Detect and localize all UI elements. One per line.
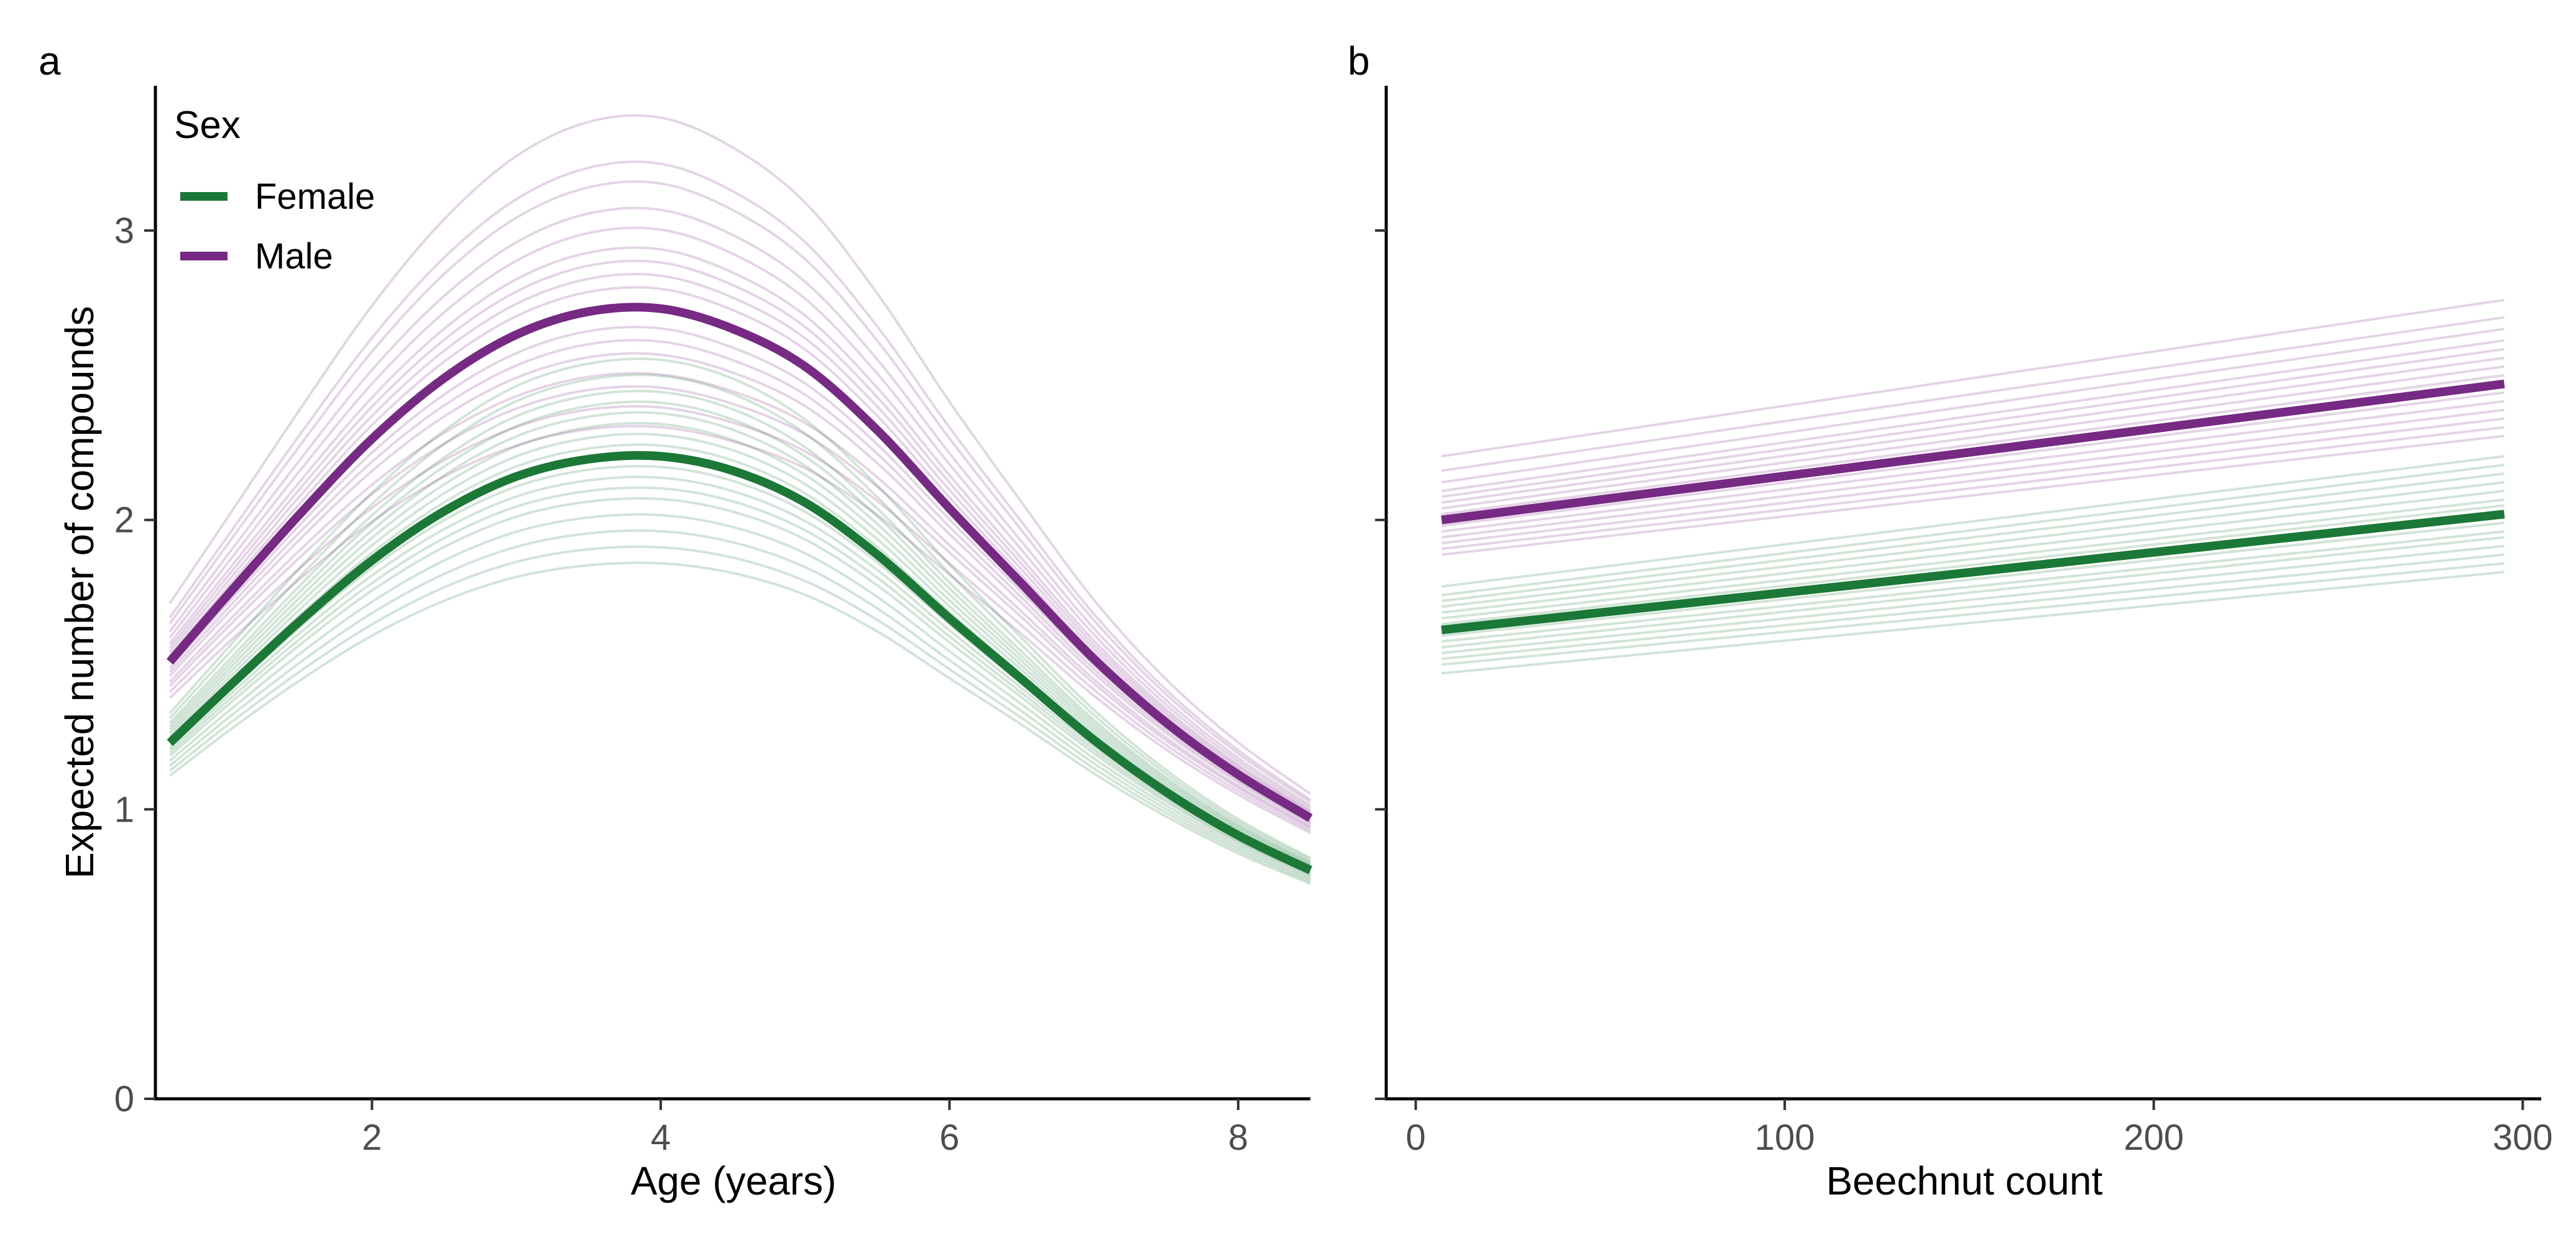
panel-b-male-draw-line [1441,365,2505,510]
panel-a-female-draw-line [168,390,1311,863]
panel-b-female-draw-line [1441,472,2505,602]
panel-a-female-draw-line [168,400,1311,865]
panel-b-female-draw-line [1441,544,2505,654]
panel-b-female-draw-line [1441,562,2505,666]
panel-b-male-draw-line [1441,347,2505,498]
panel-b-female-draw-line [1441,521,2505,637]
panel-b-female-draw-line [1441,530,2505,643]
panel-a-male-draw-line [168,246,1312,812]
legend-title: Sex [174,104,241,147]
panel-b-male-draw-line [1441,374,2505,516]
panel-a-female-draw-line [168,433,1311,869]
panel-b-female-draw-line [1441,490,2505,614]
panel-b-female-draw-line [1441,464,2505,597]
panel-a-female-draw-line [168,513,1311,879]
panel-b-tag: b [1348,39,1370,83]
panel-b-female-draw-line [1441,553,2505,661]
panel-a-male-draw-line [168,180,1312,804]
panel-b-male-draw-line [1441,417,2505,544]
panel-b: b 0 100 200 300 Beechnut count [1348,39,2553,1203]
panel-a-x-tick-label-8: 8 [1228,1117,1248,1158]
panel-a-male-draw-line [168,160,1312,801]
panel-b-series-lines [1441,379,2505,635]
panel-a-y-tick-label-0: 0 [114,1079,134,1119]
panel-a-ticks: 2 4 6 8 0 1 2 3 [114,211,1248,1158]
legend-label-female: Female [255,177,375,217]
panel-b-posterior-draws [1441,298,2505,675]
panel-a-female-draw-line [168,545,1311,883]
panel-b-x-tick-label-0: 0 [1405,1117,1425,1158]
panel-a-male-draw-line [168,339,1311,823]
panel-b-x-axis-title: Beechnut count [1826,1158,2103,1203]
panel-a-male-series-line [166,303,1313,822]
panel-a-female-draw-line [168,421,1311,868]
panel-a-male-draw-line [168,273,1312,815]
legend-label-male: Male [255,236,333,277]
panel-a-y-axis-title: Expected number of compounds [57,306,102,878]
panel-a-x-axis-title: Age (years) [631,1158,837,1203]
panel-a-male-draw-line [168,206,1312,807]
panel-a-male-draw-line [168,226,1312,809]
panel-a-x-tick-label-6: 6 [939,1117,959,1158]
panel-a-male-draw-line [168,405,1311,832]
panel-a-female-series-line [167,451,1313,874]
panel-a-female-draw-line [168,443,1311,870]
panel-b-female-draw-line [1441,481,2505,608]
panel-a-female-draw-line [168,475,1311,874]
panel-a-y-tick-label-3: 3 [114,211,134,251]
panel-b-male-draw-line [1441,426,2505,551]
panel-a-female-draw-line [168,561,1311,885]
panel-b-male-draw-line [1441,356,2505,504]
legend: Sex Female Male [174,104,375,277]
panel-a-male-draw-line [168,424,1311,835]
panel-b-female-series-line [1441,510,2505,635]
panel-a-female-draw-line [168,374,1311,861]
panel-a-male-draw-line [168,352,1311,825]
panel-a-female-draw-line [168,497,1311,877]
panel-a-female-draw-line [168,486,1311,876]
panel-b-male-draw-line [1441,408,2505,539]
panel-b-male-draw-line [1441,400,2505,533]
panel-a-female-draw-line [168,411,1311,866]
panel-b-x-tick-label-200: 200 [2123,1117,2184,1158]
panel-a-x-tick-label-2: 2 [362,1117,382,1158]
panel-b-male-draw-line [1441,434,2505,556]
panel-a-male-draw-line [168,372,1311,828]
panel-b-female-draw-line [1441,536,2505,649]
panel-b-female-draw-line [1441,571,2505,675]
panel-a-tag: a [39,39,61,83]
panel-b-female-draw-line [1441,455,2505,588]
panel-b-male-draw-line [1441,298,2505,458]
panel-b-female-draw-line [1441,498,2505,620]
panel-a-y-tick-label-1: 1 [114,789,134,830]
panel-b-x-tick-label-100: 100 [1755,1117,1815,1158]
panel-a-male-draw-line [168,385,1311,830]
panel-a-y-tick-label-2: 2 [114,500,134,541]
panel-a-x-tick-label-4: 4 [651,1117,671,1158]
panel-b-male-draw-line [1441,328,2505,484]
panel-b-male-draw-line [1441,339,2505,492]
panel-b-female-draw-line [1441,504,2505,626]
panel-b-male-series-line [1441,379,2505,525]
panel-b-male-draw-line [1441,316,2505,472]
panel-b-x-tick-label-300: 300 [2493,1117,2553,1158]
panel-b-male-draw-line [1441,391,2505,527]
panel-a-series-lines [166,303,1313,874]
panel-a-male-draw-line [168,259,1312,814]
panel-a-female-draw-line [168,529,1311,881]
panel-b-ticks: 0 100 200 300 [1375,229,2553,1158]
panel-a-male-draw-line [168,114,1312,796]
panel-a-female-draw-line [168,357,1311,860]
panel-a: a 2 4 6 8 0 1 2 3 Age (years) Expected number o… [39,39,1313,1203]
